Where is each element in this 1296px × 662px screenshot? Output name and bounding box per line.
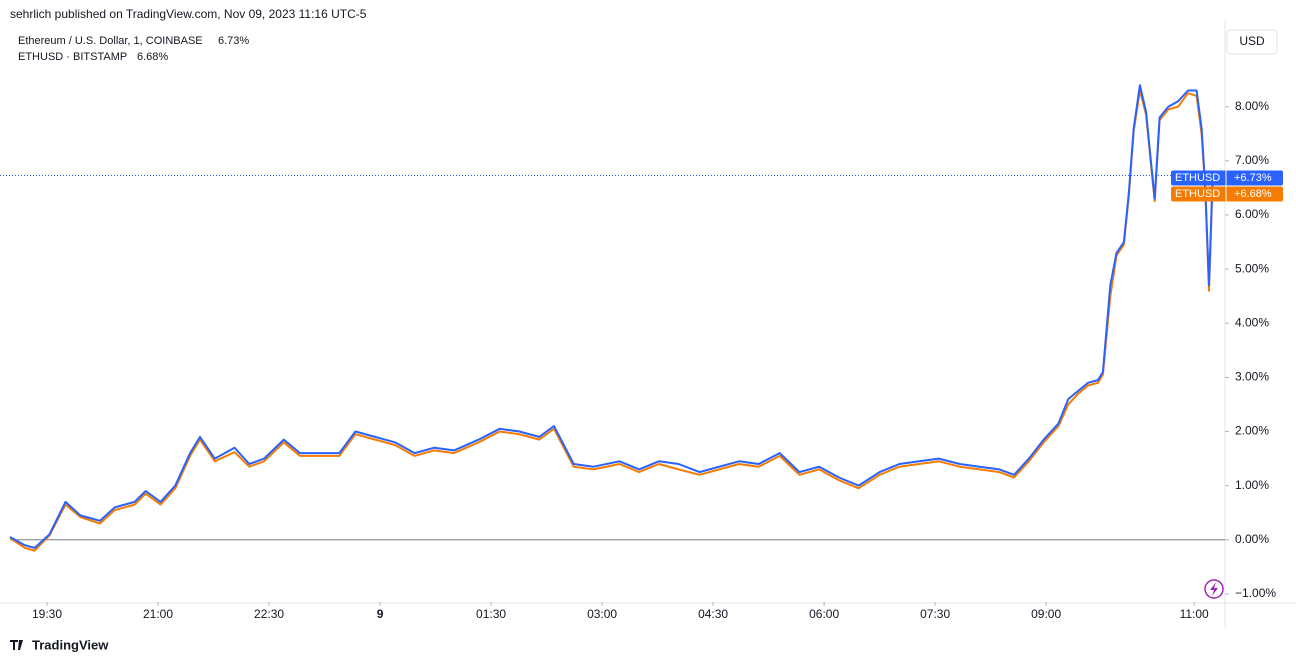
x-tick-label: 07:30: [920, 607, 950, 621]
price-tag-name: ETHUSD: [1175, 188, 1220, 200]
x-tick-label: 06:00: [809, 607, 839, 621]
x-tick-label: 11:00: [1180, 607, 1209, 621]
y-tick-label: 3.00%: [1235, 370, 1269, 384]
y-tick-label: −1.00%: [1235, 586, 1276, 600]
lightning-bolt: [1210, 582, 1218, 596]
x-tick-label: 04:30: [698, 607, 728, 621]
legend-value: 6.73%: [218, 35, 249, 47]
legend-value: 6.68%: [137, 51, 168, 63]
tv-logo: [10, 640, 23, 650]
publish-note: sehrlich published on TradingView.com, N…: [10, 7, 367, 21]
price-tag-value: +6.68%: [1234, 188, 1272, 200]
y-tick-label: 1.00%: [1235, 478, 1269, 492]
x-tick-label: 9: [377, 607, 384, 621]
x-tick-label: 21:00: [143, 607, 173, 621]
price-tag-value: +6.73%: [1234, 172, 1272, 184]
price-tag: [1171, 186, 1283, 202]
x-tick-label: 22:30: [254, 607, 284, 621]
y-tick-label: 2.00%: [1235, 424, 1269, 438]
legend-name: Ethereum / U.S. Dollar, 1, COINBASE: [18, 35, 203, 47]
x-tick-label: 03:00: [587, 607, 617, 621]
y-tick-label: 0.00%: [1235, 532, 1269, 546]
legend-name: ETHUSD · BITSTAMP: [18, 51, 127, 63]
price-tag: [1171, 170, 1283, 186]
x-tick-label: 19:30: [32, 607, 62, 621]
x-tick-label: 09:00: [1031, 607, 1061, 621]
y-tick-label: 7.00%: [1235, 153, 1269, 167]
lightning-icon[interactable]: [1204, 579, 1224, 599]
currency-box[interactable]: [1226, 29, 1278, 55]
y-tick-label: 4.00%: [1235, 315, 1269, 329]
y-tick-label: 5.00%: [1235, 261, 1269, 275]
footer-brand: TradingView: [32, 637, 109, 652]
series-line: [9, 84, 1214, 549]
x-tick-label: 01:30: [476, 607, 506, 621]
y-tick-label: 8.00%: [1235, 99, 1269, 113]
y-tick-label: 6.00%: [1235, 207, 1269, 221]
currency[interactable]: USD: [1239, 34, 1265, 48]
price-tag-name: ETHUSD: [1175, 172, 1220, 184]
